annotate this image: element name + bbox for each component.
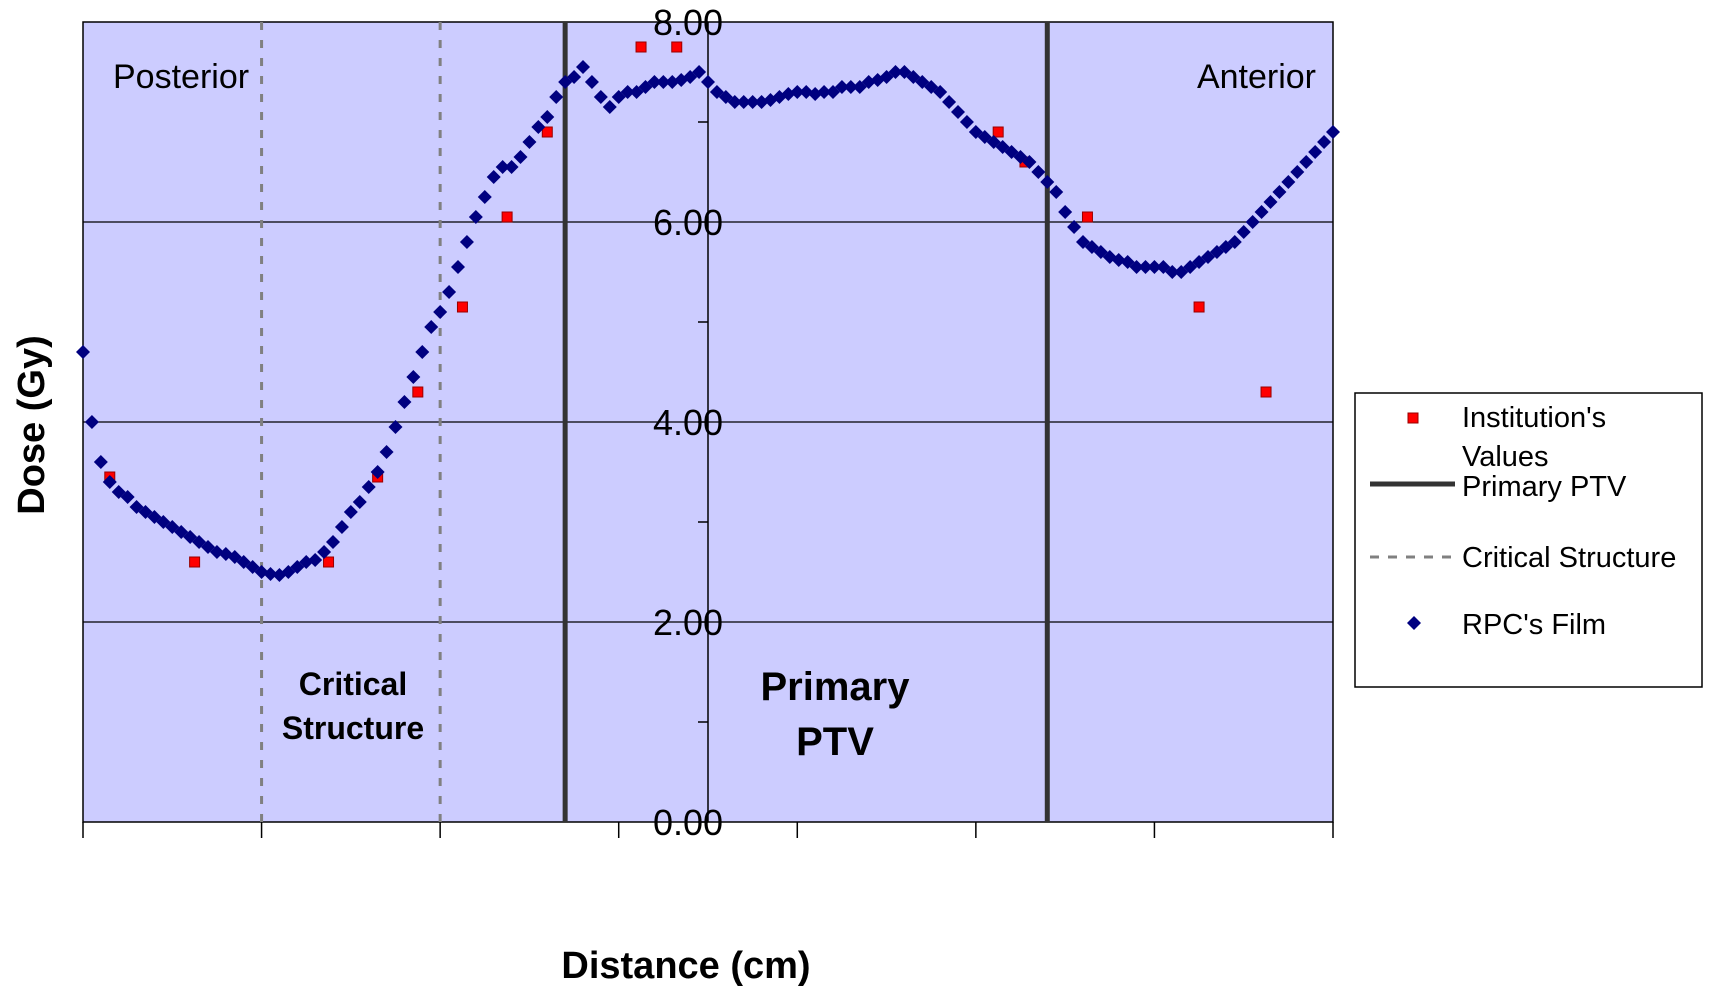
region-label-anterior: Anterior xyxy=(1197,58,1316,96)
institution-point-2 xyxy=(324,557,334,567)
annotation-critical-line2: Structure xyxy=(282,710,424,746)
legend-label-primary-ptv: Primary PTV xyxy=(1462,471,1627,503)
institution-point-8 xyxy=(636,42,646,52)
region-label-posterior: Posterior xyxy=(113,58,249,96)
legend-label-institution-line1: Institution's xyxy=(1462,402,1606,434)
annotation-critical-line1: Critical xyxy=(299,666,407,702)
y-tick-label-2: 4.00 xyxy=(653,402,723,443)
legend-label-institution-line2: Values xyxy=(1462,441,1549,473)
legend-label-rpc-film: RPC's Film xyxy=(1462,609,1606,641)
institution-point-13 xyxy=(1194,302,1204,312)
institution-point-1 xyxy=(190,557,200,567)
institution-point-4 xyxy=(413,387,423,397)
y-tick-label-0: 0.00 xyxy=(653,802,723,843)
institution-point-9 xyxy=(672,42,682,52)
legend-label-critical-structure: Critical Structure xyxy=(1462,542,1676,574)
institution-point-6 xyxy=(502,212,512,222)
legend-marker-institution xyxy=(1408,413,1418,423)
institution-point-14 xyxy=(1261,387,1271,397)
y-axis-title: Dose (Gy) xyxy=(11,335,53,514)
institution-point-10 xyxy=(993,127,1003,137)
institution-point-12 xyxy=(1082,212,1092,222)
annotation-ptv-line1: Primary xyxy=(761,665,911,709)
institution-point-5 xyxy=(457,302,467,312)
annotation-ptv-line2: PTV xyxy=(796,720,874,764)
legend: Institution's Values Primary PTV Critica… xyxy=(1355,393,1702,687)
legend-box xyxy=(1355,393,1702,687)
y-tick-label-4: 8.00 xyxy=(653,2,723,43)
x-axis-title: Distance (cm) xyxy=(561,945,810,987)
y-tick-label-3: 6.00 xyxy=(653,202,723,243)
y-tick-label-1: 2.00 xyxy=(653,602,723,643)
